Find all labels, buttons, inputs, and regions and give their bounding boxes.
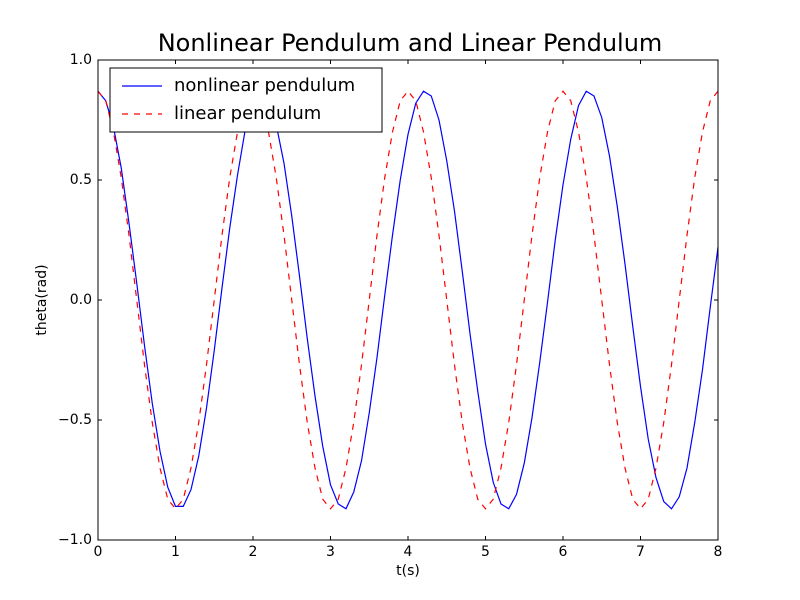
legend-label: linear pendulum [174, 103, 321, 124]
x-axis-label: t(s) [396, 563, 420, 579]
data-line [98, 90, 718, 510]
x-tick-label: 0 [94, 544, 103, 560]
x-tick-label: 5 [481, 544, 490, 560]
x-tick-label: 1 [171, 544, 180, 560]
x-tick-label: 8 [714, 544, 723, 560]
y-tick-label: −0.5 [58, 412, 92, 428]
x-tick-label: 4 [404, 544, 413, 560]
y-tick-label: 1.0 [70, 52, 92, 68]
legend-label: nonlinear pendulum [174, 75, 355, 96]
x-tick-label: 7 [636, 544, 645, 560]
y-tick-label: 0.5 [70, 172, 92, 188]
chart-title: Nonlinear Pendulum and Linear Pendulum [158, 29, 663, 57]
y-axis-label: theta(rad) [34, 264, 50, 335]
x-tick-label: 3 [326, 544, 335, 560]
legend-box [109, 67, 383, 133]
y-tick-label: 0.0 [70, 292, 92, 308]
y-tick-label: −1.0 [58, 532, 92, 548]
x-tick-label: 2 [249, 544, 258, 560]
x-tick-label: 6 [559, 544, 568, 560]
